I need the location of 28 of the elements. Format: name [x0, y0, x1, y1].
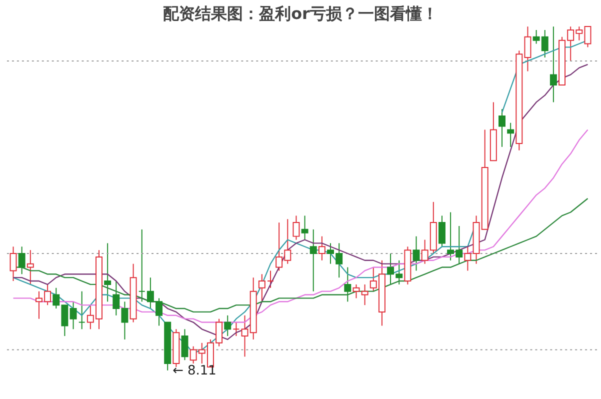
candlestick [26, 250, 34, 285]
candlestick [78, 290, 86, 330]
candlestick [344, 266, 352, 302]
candlestick [352, 284, 360, 299]
candlestick [138, 228, 146, 302]
candlestick [318, 236, 326, 261]
candlestick [181, 328, 188, 361]
candlestick [104, 242, 112, 302]
candlestick [10, 246, 17, 282]
candlestick [232, 322, 240, 337]
chart-title: 配资结果图：盈利or亏损？一图看懂！ [163, 4, 438, 24]
candlestick [412, 236, 420, 272]
candlestick [224, 314, 232, 337]
candlestick [498, 108, 506, 148]
candlestick [507, 122, 514, 148]
candlestick [438, 215, 446, 248]
annotation: ← 8.11 [172, 363, 216, 378]
candlestick [258, 274, 266, 302]
candlestick [361, 284, 368, 306]
candlestick [267, 270, 274, 288]
candlestick [70, 301, 77, 330]
candlestick [301, 215, 308, 240]
candlestick [310, 228, 317, 292]
candlestick [550, 26, 557, 103]
candlestick [292, 215, 300, 240]
candlestick [464, 246, 472, 272]
candlestick [584, 26, 592, 48]
candlestick [18, 246, 26, 275]
